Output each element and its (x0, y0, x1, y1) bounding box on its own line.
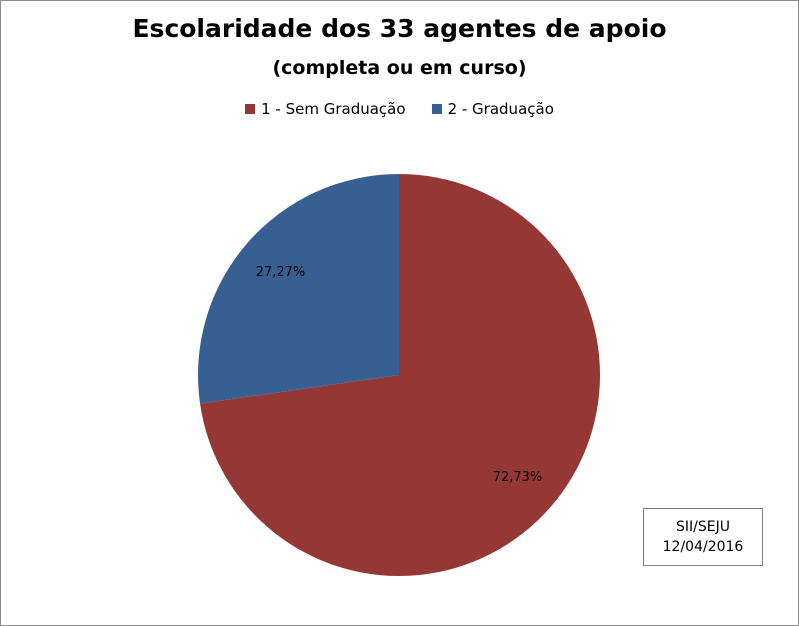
legend-swatch-sem-graduacao (245, 104, 256, 114)
legend-item-sem-graduacao: 1 - Sem Graduação (245, 100, 406, 118)
legend-item-graduacao: 2 - Graduação (431, 100, 554, 118)
data-label-graduacao: 27,27% (256, 265, 306, 280)
data-label-sem-graduacao: 72,73% (493, 470, 543, 485)
legend-label-sem-graduacao: 1 - Sem Graduação (261, 100, 406, 118)
legend: 1 - Sem Graduação 2 - Graduação (0, 100, 799, 118)
legend-swatch-graduacao (431, 104, 442, 114)
source-note-origin: SII/SEJU (676, 519, 730, 535)
chart-title: Escolaridade dos 33 agentes de apoio (132, 14, 667, 43)
source-note-date: 12/04/2016 (662, 539, 744, 555)
chart-subtitle: (completa ou em curso) (272, 57, 527, 79)
legend-label-graduacao: 2 - Graduação (447, 100, 554, 118)
pie-slice-graduacao (197, 174, 399, 404)
source-note: SII/SEJU 12/04/2016 (643, 508, 763, 566)
pie-slice-sem-graduacao (200, 174, 600, 577)
